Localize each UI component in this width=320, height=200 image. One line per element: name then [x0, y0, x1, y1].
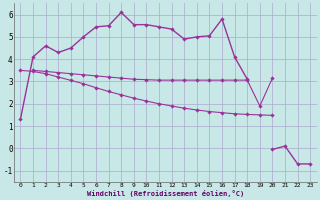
X-axis label: Windchill (Refroidissement éolien,°C): Windchill (Refroidissement éolien,°C): [87, 190, 244, 197]
